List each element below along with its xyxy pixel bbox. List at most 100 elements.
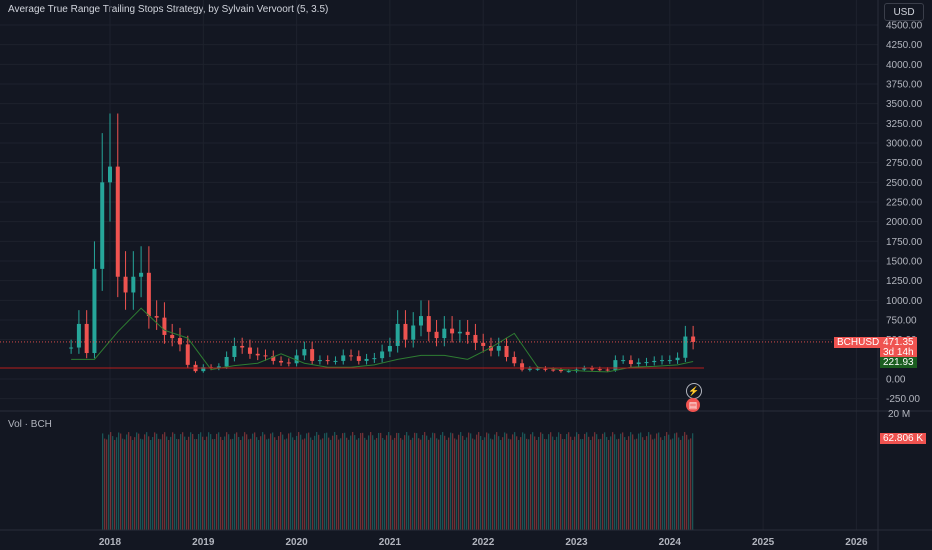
- volume-bar: [562, 439, 564, 530]
- volume-bar: [624, 437, 626, 530]
- volume-bar: [348, 439, 350, 530]
- volume-bar: [430, 437, 432, 530]
- volume-bar: [240, 439, 242, 530]
- volume-bar: [688, 439, 690, 530]
- volume-bar: [612, 432, 614, 530]
- volume-bar: [134, 437, 136, 530]
- volume-bar: [218, 432, 220, 530]
- volume-bar: [510, 439, 512, 530]
- volume-bar: [278, 436, 280, 530]
- volume-bar: [226, 432, 228, 530]
- volume-axis-label: 20 M: [888, 409, 911, 420]
- volume-bar: [490, 438, 492, 530]
- candle-body: [356, 356, 361, 361]
- volume-bar: [162, 434, 164, 530]
- volume-bar: [146, 432, 148, 530]
- volume-bar: [484, 437, 486, 530]
- candle-body: [139, 272, 144, 277]
- candle-body: [325, 360, 330, 362]
- volume-bar: [576, 432, 578, 530]
- volume-bar: [264, 434, 266, 530]
- countdown-tag: 3d 14h: [880, 347, 917, 358]
- volume-bar: [540, 432, 542, 530]
- volume-bar: [204, 439, 206, 530]
- volume-bar: [426, 435, 428, 530]
- candle-body: [683, 336, 688, 358]
- volume-bar: [282, 434, 284, 530]
- volume-bar: [102, 433, 104, 530]
- candle-body: [691, 336, 696, 342]
- volume-bar: [272, 432, 274, 530]
- volume-bar: [402, 439, 404, 530]
- volume-bar: [168, 439, 170, 530]
- candle-body: [481, 342, 486, 346]
- volume-bar: [518, 439, 520, 530]
- candle-body: [411, 325, 416, 340]
- y-tick-label: 0.00: [886, 375, 906, 386]
- candle-body: [527, 368, 532, 370]
- volume-bar: [670, 439, 672, 530]
- volume-bar: [376, 438, 378, 530]
- volume-bar: [386, 435, 388, 530]
- x-tick-label: 2023: [565, 537, 588, 548]
- volume-bar: [554, 439, 556, 530]
- y-tick-label: 3250.00: [886, 119, 923, 130]
- volume-bar: [692, 433, 694, 530]
- volume-bar: [354, 435, 356, 530]
- volume-bar: [374, 439, 376, 530]
- volume-bar: [500, 439, 502, 530]
- volume-bar: [664, 435, 666, 530]
- volume-bar: [108, 434, 110, 530]
- volume-bar: [394, 437, 396, 530]
- volume-bar: [314, 435, 316, 530]
- volume-bar: [552, 436, 554, 530]
- volume-bar: [600, 438, 602, 530]
- volume-bar: [356, 439, 358, 530]
- volume-bar: [608, 439, 610, 530]
- candle-body: [247, 347, 252, 354]
- volume-bar: [380, 432, 382, 530]
- candle-body: [286, 362, 291, 364]
- volume-bar: [586, 432, 588, 530]
- volume-bar: [470, 433, 472, 530]
- volume-bar: [580, 439, 582, 530]
- volume-bar: [220, 436, 222, 530]
- candle-body: [473, 334, 478, 343]
- volume-bar: [536, 439, 538, 530]
- candle-body: [582, 368, 587, 370]
- candle-body: [317, 360, 322, 362]
- volume-bar: [192, 433, 194, 530]
- volume-bar: [202, 436, 204, 530]
- volume-bar: [266, 439, 268, 530]
- volume-bar: [660, 437, 662, 530]
- volume-bar: [616, 439, 618, 530]
- volume-bar: [132, 439, 134, 530]
- volume-bar: [172, 432, 174, 530]
- candle-body: [488, 345, 493, 351]
- volume-bar: [452, 433, 454, 530]
- volume-bar: [208, 432, 210, 530]
- volume-bar: [474, 439, 476, 530]
- y-tick-label: 3500.00: [886, 99, 923, 110]
- candle-body: [100, 182, 105, 269]
- candle-body: [216, 366, 221, 368]
- currency-button[interactable]: USD: [884, 3, 924, 21]
- lightning-icon[interactable]: ⚡: [686, 383, 702, 399]
- volume-bar: [290, 432, 292, 530]
- volume-bar: [428, 439, 430, 530]
- candle-body: [177, 338, 182, 345]
- volume-bar: [292, 437, 294, 530]
- candle-body: [457, 331, 462, 334]
- volume-bar: [138, 433, 140, 530]
- volume-bar: [424, 432, 426, 530]
- candle-body: [224, 356, 229, 367]
- candle-body: [543, 368, 548, 370]
- volume-bar: [296, 435, 298, 530]
- candle-body: [605, 369, 610, 371]
- volume-bar: [456, 439, 458, 530]
- us-flag-icon[interactable]: ▤: [686, 398, 700, 412]
- volume-label: Vol · BCH: [8, 419, 52, 430]
- volume-bar: [504, 432, 506, 530]
- x-tick-label: 2024: [659, 537, 682, 548]
